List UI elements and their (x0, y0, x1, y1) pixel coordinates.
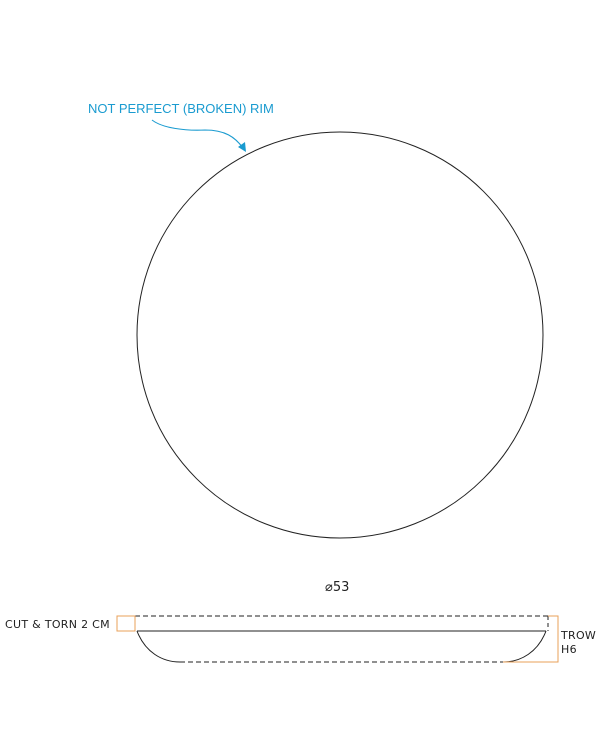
diameter-label: ⌀53 (325, 580, 349, 595)
rim-note-arrowhead (238, 142, 246, 152)
rim-note-leader (151, 119, 244, 149)
cut-torn-dimension: CUT & TORN 2 CM (5, 615, 136, 632)
plate-top-view-circle (136, 131, 544, 539)
height-label: H6 (561, 643, 577, 656)
cut-torn-box (116, 615, 136, 632)
rim-note-label: NOT PERFECT (BROKEN) RIM (88, 101, 274, 116)
height-dimension: TROW H6 (503, 615, 596, 663)
height-dimension-box (503, 615, 559, 663)
trow-label: TROW (560, 629, 596, 642)
bowl-profile (136, 630, 547, 663)
cut-torn-label: CUT & TORN 2 CM (5, 618, 110, 631)
rim-note-group: NOT PERFECT (BROKEN) RIM (88, 101, 274, 152)
plate-side-view (134, 615, 549, 663)
